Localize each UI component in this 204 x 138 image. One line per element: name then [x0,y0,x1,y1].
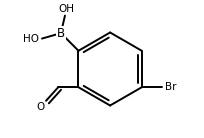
Text: HO: HO [23,34,39,44]
Text: O: O [37,102,45,112]
Text: Br: Br [165,82,176,92]
Text: B: B [57,27,65,40]
Text: OH: OH [58,4,74,14]
